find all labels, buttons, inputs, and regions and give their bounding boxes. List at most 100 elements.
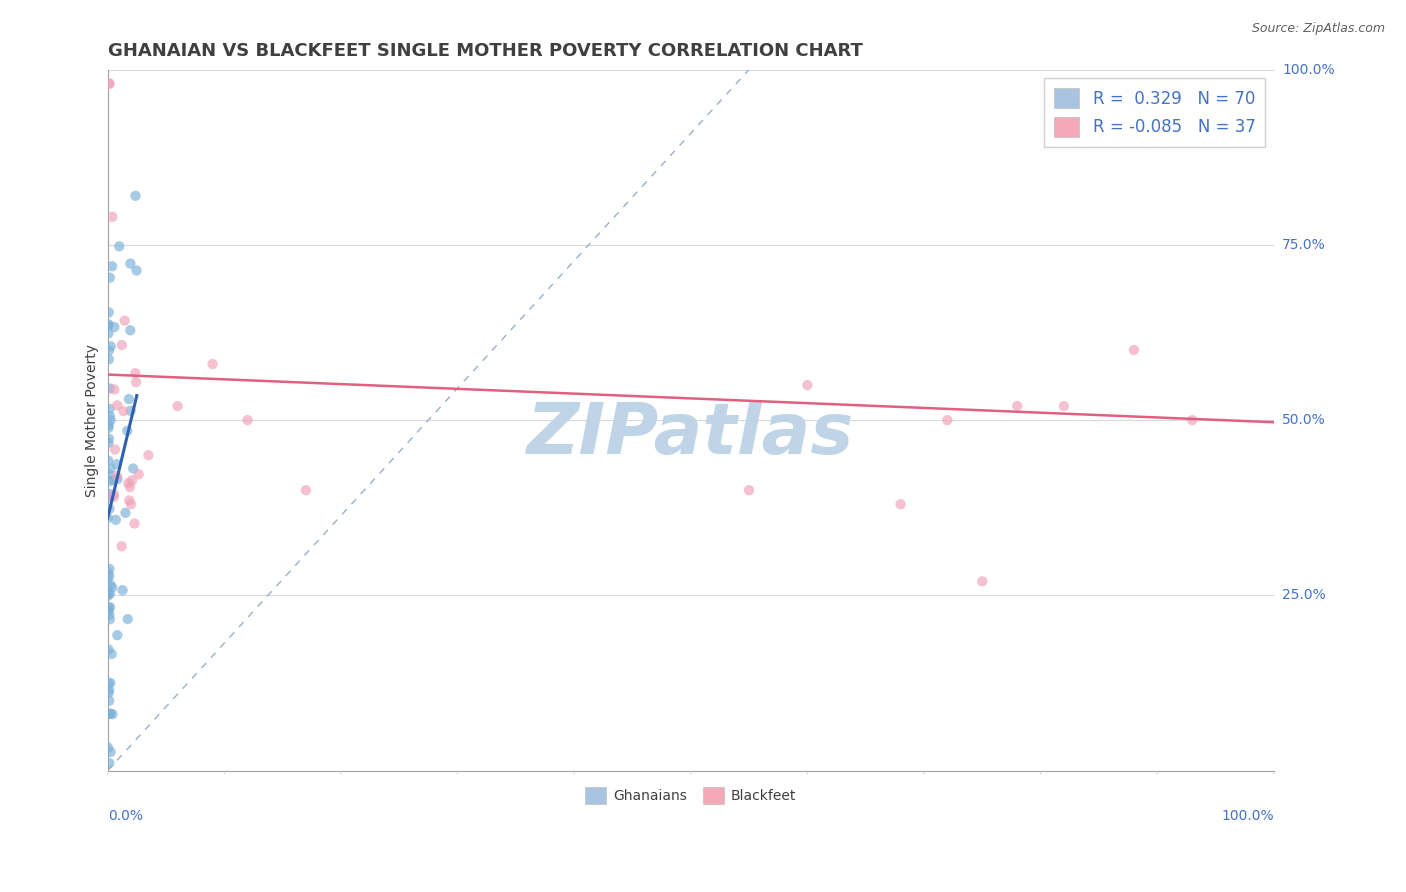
Point: [1181, 413, 1204, 427]
Point: [128, 467, 150, 482]
Point: [201, 357, 224, 371]
Point: [101, 707, 124, 722]
Point: [100, 706, 122, 721]
Point: [1007, 399, 1029, 413]
Point: [97, 740, 120, 755]
Point: [97, 686, 120, 700]
Point: [97, 642, 120, 657]
Point: [105, 457, 128, 471]
Point: [1053, 399, 1076, 413]
Point: [97, 511, 120, 525]
Point: [105, 469, 128, 483]
Point: [103, 487, 125, 501]
Point: [97, 601, 120, 615]
Point: [101, 210, 124, 224]
Point: [108, 239, 131, 253]
Point: [100, 339, 122, 353]
Point: [111, 338, 134, 352]
Point: [114, 506, 136, 520]
Point: [97, 318, 120, 333]
Text: 100.0%: 100.0%: [1222, 809, 1274, 823]
Y-axis label: Single Mother Poverty: Single Mother Poverty: [86, 343, 100, 497]
Point: [97, 490, 120, 504]
Text: 50.0%: 50.0%: [1282, 413, 1326, 427]
Point: [122, 461, 145, 475]
Text: 25.0%: 25.0%: [1282, 589, 1326, 602]
Point: [97, 453, 120, 467]
Point: [97, 604, 120, 618]
Text: 75.0%: 75.0%: [1282, 238, 1326, 252]
Point: [738, 483, 761, 498]
Point: [98, 599, 121, 614]
Point: [98, 562, 121, 576]
Point: [98, 77, 121, 91]
Point: [105, 398, 128, 412]
Point: [125, 263, 148, 277]
Point: [98, 487, 121, 501]
Point: [97, 572, 120, 586]
Point: [112, 404, 135, 418]
Point: [97, 589, 120, 603]
Point: [295, 483, 318, 498]
Point: [101, 581, 124, 595]
Point: [98, 693, 121, 707]
Point: [111, 583, 134, 598]
Point: [124, 189, 146, 203]
Point: [236, 413, 259, 427]
Point: [97, 706, 120, 721]
Point: [98, 587, 121, 601]
Point: [120, 256, 142, 270]
Point: [97, 343, 120, 358]
Point: [972, 574, 994, 589]
Point: [104, 513, 127, 527]
Point: [97, 467, 120, 482]
Point: [104, 442, 127, 457]
Point: [796, 378, 818, 392]
Point: [97, 432, 120, 446]
Point: [98, 382, 121, 396]
Point: [103, 490, 125, 504]
Point: [120, 497, 142, 511]
Point: [97, 418, 120, 433]
Point: [124, 366, 146, 380]
Point: [98, 401, 121, 416]
Point: [118, 480, 141, 494]
Point: [98, 409, 121, 424]
Point: [98, 676, 121, 690]
Point: [98, 607, 121, 622]
Point: [111, 539, 134, 553]
Point: [98, 612, 121, 626]
Point: [97, 352, 120, 367]
Point: [117, 424, 139, 438]
Point: [103, 383, 125, 397]
Point: [97, 435, 120, 450]
Point: [98, 270, 121, 285]
Text: ZIPatlas: ZIPatlas: [527, 400, 855, 468]
Point: [100, 647, 122, 661]
Point: [117, 476, 139, 491]
Text: 100.0%: 100.0%: [1282, 62, 1334, 77]
Point: [1122, 343, 1144, 357]
Text: Source: ZipAtlas.com: Source: ZipAtlas.com: [1251, 22, 1385, 36]
Point: [114, 313, 136, 327]
Point: [97, 586, 120, 600]
Point: [100, 462, 122, 476]
Point: [121, 474, 143, 488]
Point: [97, 326, 120, 341]
Point: [97, 318, 120, 332]
Point: [98, 569, 121, 583]
Point: [101, 260, 124, 274]
Point: [97, 421, 120, 435]
Text: GHANAIAN VS BLACKFEET SINGLE MOTHER POVERTY CORRELATION CHART: GHANAIAN VS BLACKFEET SINGLE MOTHER POVE…: [108, 42, 862, 60]
Point: [166, 399, 188, 413]
Point: [101, 473, 124, 487]
Legend: Ghanaians, Blackfeet: Ghanaians, Blackfeet: [579, 781, 801, 809]
Point: [97, 566, 120, 580]
Point: [98, 756, 121, 771]
Point: [890, 497, 912, 511]
Point: [100, 578, 122, 592]
Point: [97, 676, 120, 690]
Point: [120, 404, 142, 418]
Point: [118, 392, 141, 406]
Point: [120, 323, 142, 337]
